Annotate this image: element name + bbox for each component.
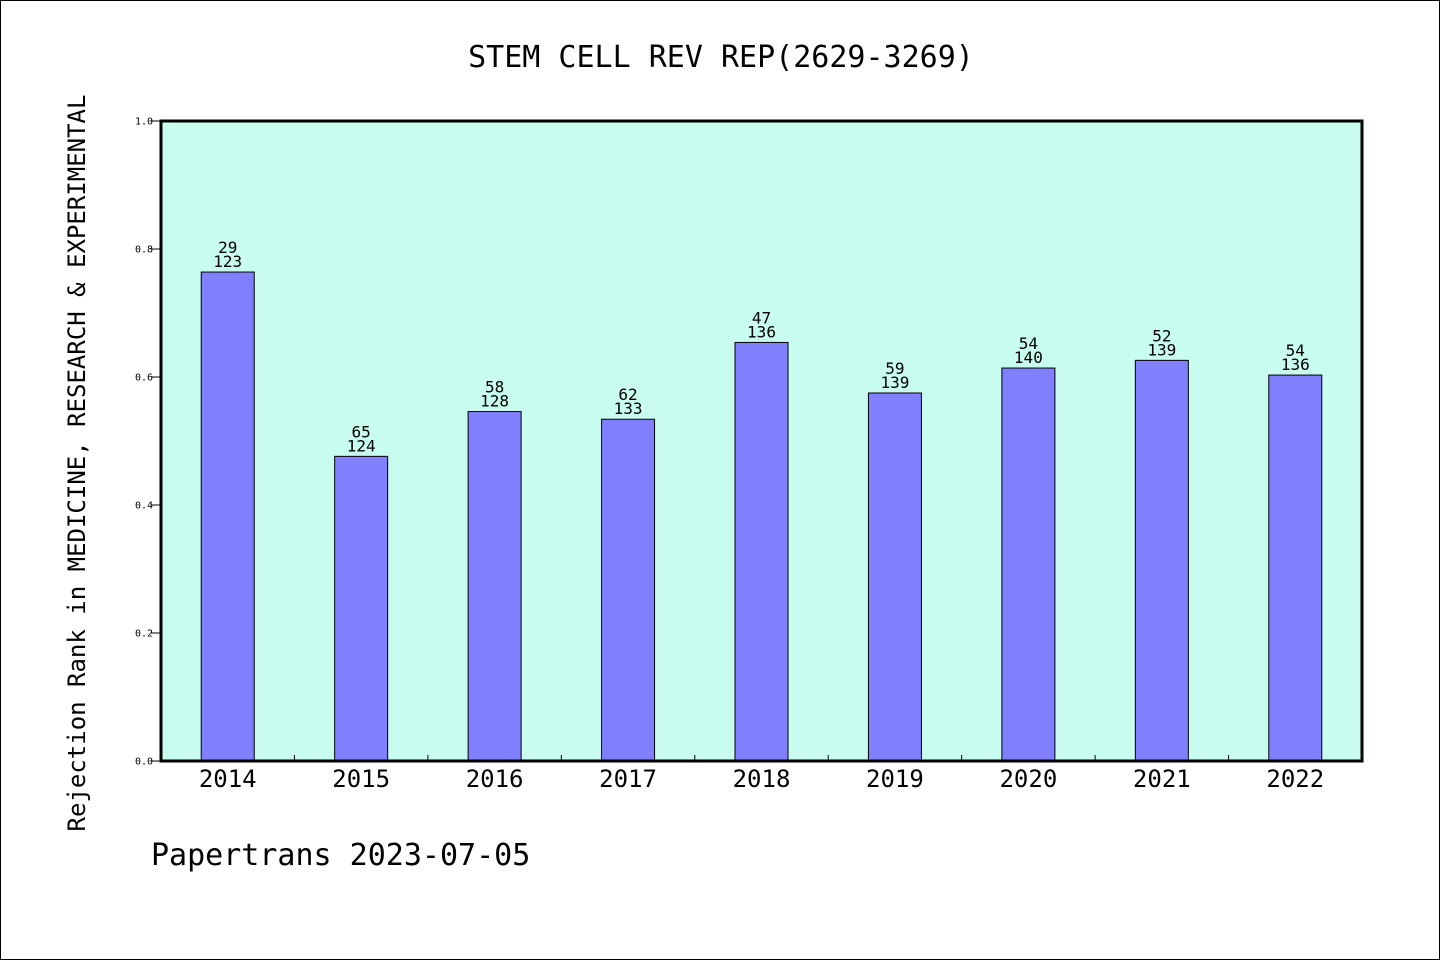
bar-label-top: 65 xyxy=(352,422,371,441)
bar-label-top: 62 xyxy=(618,385,637,404)
y-tick-label: 0.2 xyxy=(135,629,153,640)
bar-2018 xyxy=(734,341,789,762)
bar-2016 xyxy=(467,411,522,762)
y-axis-label: Rejection Rank in MEDICINE, RESEARCH & E… xyxy=(63,95,91,832)
bar-2022 xyxy=(1268,374,1323,762)
footer-credit: Papertrans 2023-07-05 xyxy=(151,838,530,873)
bar-label-top: 59 xyxy=(885,359,904,378)
x-tick-label: 2014 xyxy=(199,765,257,793)
bar-label-top: 54 xyxy=(1286,341,1305,360)
bar-label-bottom: 140 xyxy=(1014,348,1043,367)
bar-label-bottom: 133 xyxy=(614,399,643,418)
bar-label-bottom: 124 xyxy=(347,436,376,455)
bar-label-top: 54 xyxy=(1019,334,1038,353)
x-tick-label: 2018 xyxy=(733,765,791,793)
bar-label-bottom: 136 xyxy=(1281,355,1310,374)
bar-2021 xyxy=(1134,359,1189,762)
x-tick-label: 2016 xyxy=(466,765,524,793)
bar-label-bottom: 136 xyxy=(747,322,776,341)
plot-border xyxy=(159,119,1364,763)
x-tick-label: 2021 xyxy=(1133,765,1191,793)
bar-2019 xyxy=(867,392,922,762)
y-tick-label: 0.0 xyxy=(135,757,153,768)
bar-label-bottom: 123 xyxy=(213,252,242,271)
x-axis: 2014 2015 2016 2017 2018 2019 2020 2021 2022 xyxy=(199,755,1324,793)
bar-label-top: 58 xyxy=(485,378,504,397)
bar-label-top: 52 xyxy=(1152,326,1171,345)
bar-label-bottom: 139 xyxy=(1147,340,1176,359)
x-tick-label: 2020 xyxy=(999,765,1057,793)
y-tick-label: 0.6 xyxy=(135,373,153,384)
bars-group xyxy=(200,271,1323,762)
bar-label-bottom: 128 xyxy=(480,392,509,411)
x-tick-label: 2015 xyxy=(332,765,390,793)
bar-2017 xyxy=(601,418,656,762)
x-tick-label: 2022 xyxy=(1266,765,1324,793)
bar-label-top: 47 xyxy=(752,308,771,327)
y-tick-label: 1.0 xyxy=(135,117,153,128)
bar-label-bottom: 139 xyxy=(880,373,909,392)
chart-title: STEM CELL REV REP(2629-3269) xyxy=(468,40,974,75)
bar-2015 xyxy=(334,455,389,762)
x-tick-label: 2019 xyxy=(866,765,924,793)
bar-label-top: 29 xyxy=(218,238,237,257)
y-tick-label: 0.4 xyxy=(135,501,153,512)
y-axis: 0.0 0.2 0.4 0.6 0.8 1.0 xyxy=(135,117,161,768)
x-tick-label: 2017 xyxy=(599,765,657,793)
bar-2020 xyxy=(1001,367,1056,762)
bar-2014 xyxy=(200,271,255,762)
y-tick-label: 0.8 xyxy=(135,245,153,256)
